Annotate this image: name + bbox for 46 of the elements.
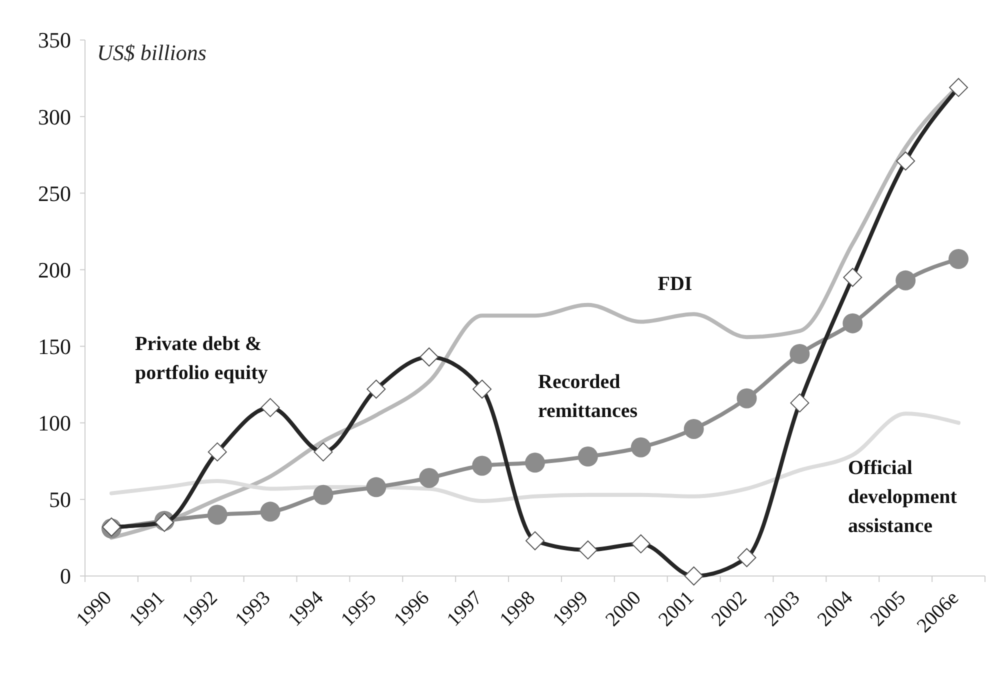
point — [419, 468, 440, 488]
point — [843, 268, 862, 287]
point — [684, 566, 704, 586]
series-label: Private debt & portfolio equity — [135, 333, 268, 384]
point — [842, 313, 863, 334]
point — [631, 534, 650, 554]
point — [790, 393, 810, 412]
point — [260, 502, 280, 522]
x-tick-label: 2001 — [654, 586, 698, 631]
point — [313, 484, 334, 505]
point — [949, 78, 968, 97]
y-tick-label: 100 — [38, 410, 71, 436]
y-tick-label: 350 — [38, 28, 71, 53]
y-tick-label: 250 — [38, 180, 71, 206]
point — [472, 456, 492, 476]
point — [260, 398, 280, 418]
x-tick-label: 1991 — [125, 586, 169, 631]
point — [684, 418, 704, 439]
point — [208, 442, 227, 462]
point — [578, 540, 598, 560]
point — [207, 504, 228, 525]
series-label: Official development assistance — [848, 457, 958, 537]
y-tick-label: 200 — [38, 257, 71, 282]
y-axis-title: US$ billions — [97, 40, 206, 65]
point — [948, 248, 969, 269]
y-tick-label: 300 — [38, 104, 71, 130]
y-tick-label: 0 — [60, 564, 71, 589]
series-label: FDI — [658, 273, 692, 295]
point — [630, 437, 651, 458]
point — [896, 151, 916, 170]
point — [896, 270, 916, 290]
point — [526, 531, 544, 550]
y-tick-label: 50 — [49, 487, 71, 512]
x-tick-label: 1999 — [548, 586, 592, 631]
point — [737, 548, 756, 568]
series-label: Recorded remittances — [538, 371, 638, 422]
point — [525, 452, 545, 473]
point — [420, 348, 439, 367]
point — [314, 442, 333, 462]
point — [472, 380, 492, 399]
point — [790, 344, 810, 364]
point — [366, 477, 386, 498]
point — [578, 446, 598, 467]
y-tick-label: 150 — [38, 334, 71, 359]
point — [366, 380, 386, 399]
point — [736, 388, 757, 408]
